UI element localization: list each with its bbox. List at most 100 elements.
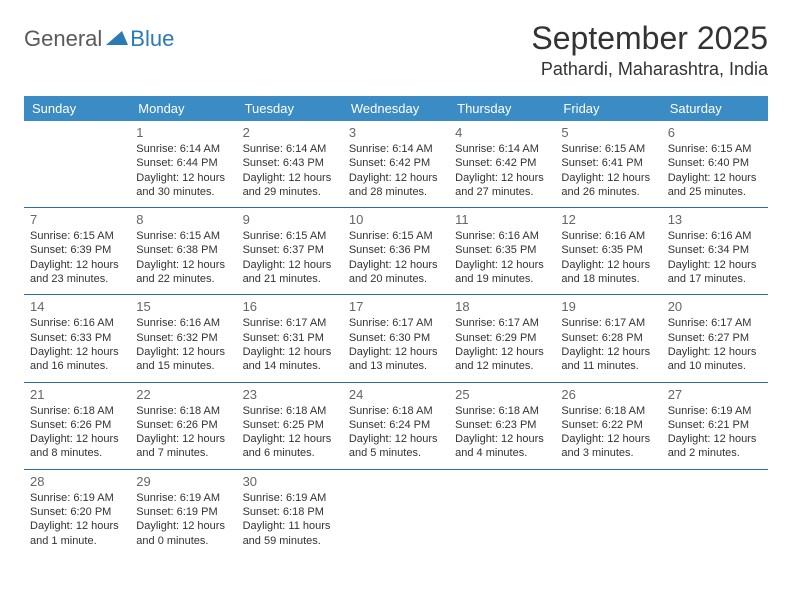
day-info: Sunrise: 6:18 AMSunset: 6:23 PMDaylight:… [455,404,549,461]
day-header-row: SundayMondayTuesdayWednesdayThursdayFrid… [24,96,768,121]
day-number: 30 [243,474,337,489]
calendar-cell: 28 Sunrise: 6:19 AMSunset: 6:20 PMDayligh… [24,469,130,556]
calendar-cell: 9 Sunrise: 6:15 AMSunset: 6:37 PMDaylight… [237,208,343,295]
calendar-cell: 26 Sunrise: 6:18 AMSunset: 6:22 PMDayligh… [555,382,661,469]
day-info: Sunrise: 6:19 AMSunset: 6:20 PMDaylight:… [30,491,124,548]
calendar-row: 7 Sunrise: 6:15 AMSunset: 6:39 PMDaylight… [24,208,768,295]
calendar-cell: 23Sunrise: 6:18 AMSunset: 6:25 PMDayligh… [237,382,343,469]
day-info: Sunrise: 6:18 AMSunset: 6:24 PMDaylight:… [349,404,443,461]
day-info: Sunrise: 6:16 AMSunset: 6:34 PMDaylight:… [668,229,762,286]
day-number: 10 [349,212,443,227]
calendar-cell: 11 Sunrise: 6:16 AMSunset: 6:35 PMDayligh… [449,208,555,295]
day-number: 11 [455,212,549,227]
day-number: 8 [136,212,230,227]
calendar-cell: 24 Sunrise: 6:18 AMSunset: 6:24 PMDayligh… [343,382,449,469]
calendar-cell: 29 Sunrise: 6:19 AMSunset: 6:19 PMDayligh… [130,469,236,556]
day-number: 7 [30,212,124,227]
title-block: September 2025 Pathardi, Maharashtra, In… [531,20,768,80]
calendar-cell: 25 Sunrise: 6:18 AMSunset: 6:23 PMDayligh… [449,382,555,469]
day-info: Sunrise: 6:17 AMSunset: 6:29 PMDaylight:… [455,316,549,373]
calendar-cell: 5 Sunrise: 6:15 AMSunset: 6:41 PMDaylight… [555,121,661,208]
day-info: Sunrise: 6:16 AMSunset: 6:35 PMDaylight:… [561,229,655,286]
calendar-cell: 14Sunrise: 6:16 AMSunset: 6:33 PMDayligh… [24,295,130,382]
day-info: Sunrise: 6:15 AMSunset: 6:36 PMDaylight:… [349,229,443,286]
header: General Blue September 2025 Pathardi, Ma… [24,20,768,80]
day-number: 6 [668,125,762,140]
calendar-row: 14Sunrise: 6:16 AMSunset: 6:33 PMDayligh… [24,295,768,382]
day-info: Sunrise: 6:16 AMSunset: 6:35 PMDaylight:… [455,229,549,286]
day-number: 1 [136,125,230,140]
day-info: Sunrise: 6:17 AMSunset: 6:27 PMDaylight:… [668,316,762,373]
day-number: 20 [668,299,762,314]
calendar-cell: 18 Sunrise: 6:17 AMSunset: 6:29 PMDayligh… [449,295,555,382]
calendar-cell: 22Sunrise: 6:18 AMSunset: 6:26 PMDayligh… [130,382,236,469]
day-number: 26 [561,387,655,402]
calendar-cell: 19Sunrise: 6:17 AMSunset: 6:28 PMDayligh… [555,295,661,382]
calendar-cell-empty [662,469,768,556]
day-header: Thursday [449,96,555,121]
calendar-cell-empty [343,469,449,556]
month-title: September 2025 [531,20,768,57]
calendar-cell: 12Sunrise: 6:16 AMSunset: 6:35 PMDayligh… [555,208,661,295]
day-number: 5 [561,125,655,140]
calendar-cell: 17Sunrise: 6:17 AMSunset: 6:30 PMDayligh… [343,295,449,382]
day-number: 28 [30,474,124,489]
calendar-cell: 1 Sunrise: 6:14 AMSunset: 6:44 PMDaylight… [130,121,236,208]
day-number: 27 [668,387,762,402]
day-number: 22 [136,387,230,402]
calendar-cell: 15 Sunrise: 6:16 AMSunset: 6:32 PMDayligh… [130,295,236,382]
day-info: Sunrise: 6:14 AMSunset: 6:42 PMDaylight:… [349,142,443,199]
calendar-row: 21Sunrise: 6:18 AMSunset: 6:26 PMDayligh… [24,382,768,469]
calendar-cell: 30 Sunrise: 6:19 AMSunset: 6:18 PMDayligh… [237,469,343,556]
day-info: Sunrise: 6:16 AMSunset: 6:33 PMDaylight:… [30,316,124,373]
calendar-cell-empty [24,121,130,208]
day-header: Friday [555,96,661,121]
day-number: 29 [136,474,230,489]
day-info: Sunrise: 6:18 AMSunset: 6:26 PMDaylight:… [30,404,124,461]
day-info: Sunrise: 6:15 AMSunset: 6:41 PMDaylight:… [561,142,655,199]
day-info: Sunrise: 6:14 AMSunset: 6:42 PMDaylight:… [455,142,549,199]
calendar-row: 1 Sunrise: 6:14 AMSunset: 6:44 PMDaylight… [24,121,768,208]
day-number: 16 [243,299,337,314]
day-number: 3 [349,125,443,140]
logo: General Blue [24,20,174,52]
day-info: Sunrise: 6:16 AMSunset: 6:32 PMDaylight:… [136,316,230,373]
calendar-row: 28 Sunrise: 6:19 AMSunset: 6:20 PMDayligh… [24,469,768,556]
day-info: Sunrise: 6:19 AMSunset: 6:18 PMDaylight:… [243,491,337,548]
calendar-cell-empty [449,469,555,556]
calendar-cell: 2Sunrise: 6:14 AMSunset: 6:43 PMDaylight… [237,121,343,208]
day-info: Sunrise: 6:15 AMSunset: 6:38 PMDaylight:… [136,229,230,286]
day-number: 4 [455,125,549,140]
calendar-table: SundayMondayTuesdayWednesdayThursdayFrid… [24,96,768,556]
calendar-cell-empty [555,469,661,556]
day-info: Sunrise: 6:18 AMSunset: 6:22 PMDaylight:… [561,404,655,461]
calendar-cell: 6Sunrise: 6:15 AMSunset: 6:40 PMDaylight… [662,121,768,208]
calendar-cell: 8 Sunrise: 6:15 AMSunset: 6:38 PMDaylight… [130,208,236,295]
day-info: Sunrise: 6:17 AMSunset: 6:28 PMDaylight:… [561,316,655,373]
day-number: 15 [136,299,230,314]
calendar-cell: 16Sunrise: 6:17 AMSunset: 6:31 PMDayligh… [237,295,343,382]
day-info: Sunrise: 6:15 AMSunset: 6:39 PMDaylight:… [30,229,124,286]
day-number: 18 [455,299,549,314]
calendar-cell: 27 Sunrise: 6:19 AMSunset: 6:21 PMDayligh… [662,382,768,469]
day-info: Sunrise: 6:14 AMSunset: 6:43 PMDaylight:… [243,142,337,199]
day-info: Sunrise: 6:19 AMSunset: 6:19 PMDaylight:… [136,491,230,548]
day-number: 25 [455,387,549,402]
calendar-cell: 21Sunrise: 6:18 AMSunset: 6:26 PMDayligh… [24,382,130,469]
day-info: Sunrise: 6:14 AMSunset: 6:44 PMDaylight:… [136,142,230,199]
location: Pathardi, Maharashtra, India [531,59,768,80]
day-info: Sunrise: 6:15 AMSunset: 6:37 PMDaylight:… [243,229,337,286]
day-number: 13 [668,212,762,227]
day-info: Sunrise: 6:17 AMSunset: 6:30 PMDaylight:… [349,316,443,373]
day-number: 24 [349,387,443,402]
logo-triangle-icon [106,29,128,50]
day-number: 9 [243,212,337,227]
calendar-cell: 7 Sunrise: 6:15 AMSunset: 6:39 PMDaylight… [24,208,130,295]
day-header: Saturday [662,96,768,121]
calendar-cell: 3 Sunrise: 6:14 AMSunset: 6:42 PMDaylight… [343,121,449,208]
calendar-cell: 10 Sunrise: 6:15 AMSunset: 6:36 PMDayligh… [343,208,449,295]
day-header: Sunday [24,96,130,121]
calendar-cell: 20 Sunrise: 6:17 AMSunset: 6:27 PMDayligh… [662,295,768,382]
day-info: Sunrise: 6:19 AMSunset: 6:21 PMDaylight:… [668,404,762,461]
calendar-cell: 4 Sunrise: 6:14 AMSunset: 6:42 PMDaylight… [449,121,555,208]
